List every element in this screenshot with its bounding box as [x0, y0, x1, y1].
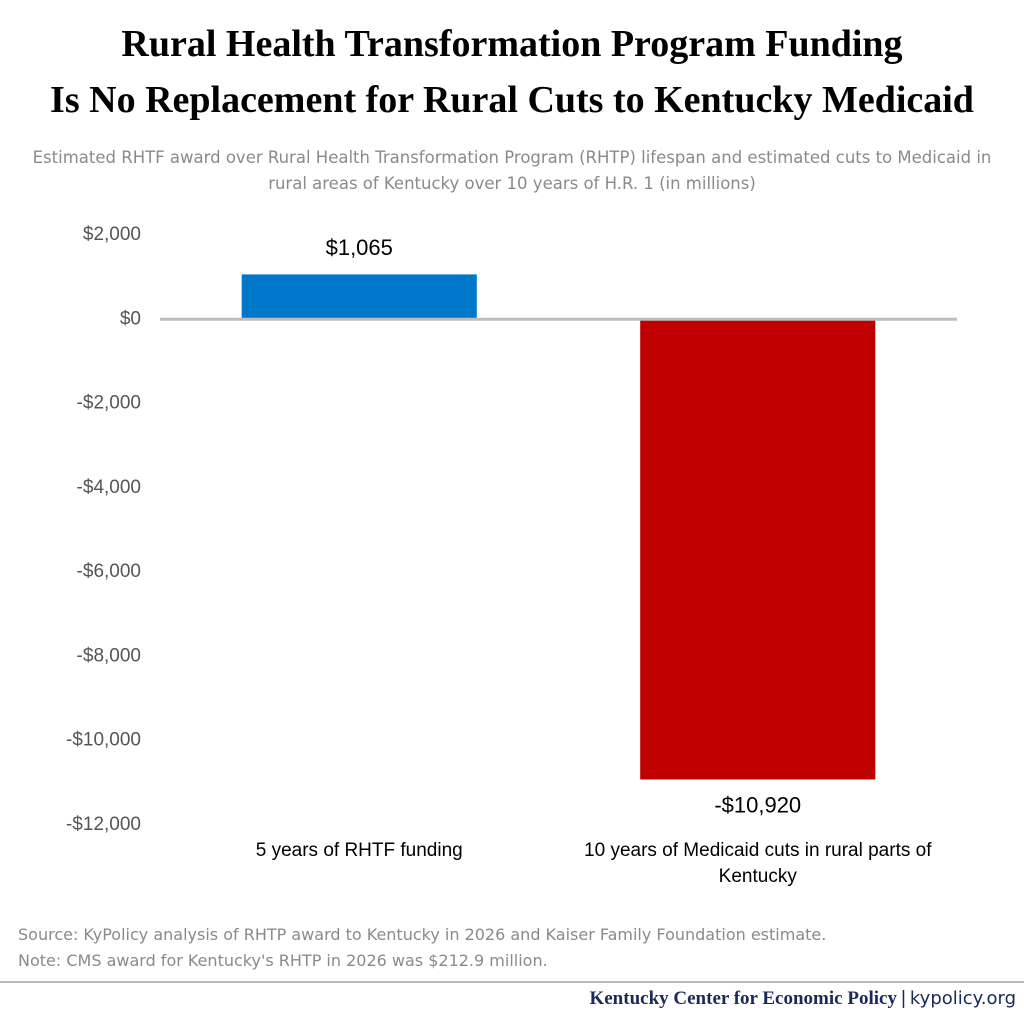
- chart-subtitle: Estimated RHTF award over Rural Health T…: [32, 148, 992, 193]
- bar: [640, 319, 876, 780]
- x-tick-label: 5 years of RHTF funding: [255, 840, 463, 861]
- separator: |: [900, 988, 906, 1009]
- y-tick-label: -$12,000: [66, 814, 141, 835]
- value-label: $1,065: [326, 235, 393, 260]
- value-label: -$10,920: [714, 792, 801, 817]
- bar: [241, 274, 477, 320]
- footer: Kentucky Center for Economic Policy | kypo…: [589, 988, 1016, 1010]
- y-tick-label: $0: [120, 308, 141, 329]
- y-tick-label: $2,000: [83, 224, 141, 245]
- y-tick-label: -$10,000: [66, 730, 141, 751]
- y-tick-label: -$8,000: [77, 645, 141, 666]
- chart-title: Is No Replacement for Rural Cuts to Kent…: [50, 79, 974, 121]
- website[interactable]: kypolicy.org: [909, 988, 1016, 1009]
- footer-rule: [0, 981, 1024, 983]
- chart-title: Rural Health Transformation Program Fund…: [121, 23, 903, 65]
- x-tick-label: 10 years of Medicaid cuts in rural parts…: [584, 840, 932, 887]
- organization: Kentucky Center for Economic Policy: [589, 988, 897, 1009]
- y-tick-label: -$6,000: [77, 561, 141, 582]
- y-tick-label: -$4,000: [77, 477, 141, 498]
- y-tick-label: -$2,000: [77, 393, 141, 414]
- source-note: Source: KyPolicy analysis of RHTP award …: [18, 925, 827, 944]
- note: Note: CMS award for Kentucky's RHTP in 2…: [18, 951, 548, 970]
